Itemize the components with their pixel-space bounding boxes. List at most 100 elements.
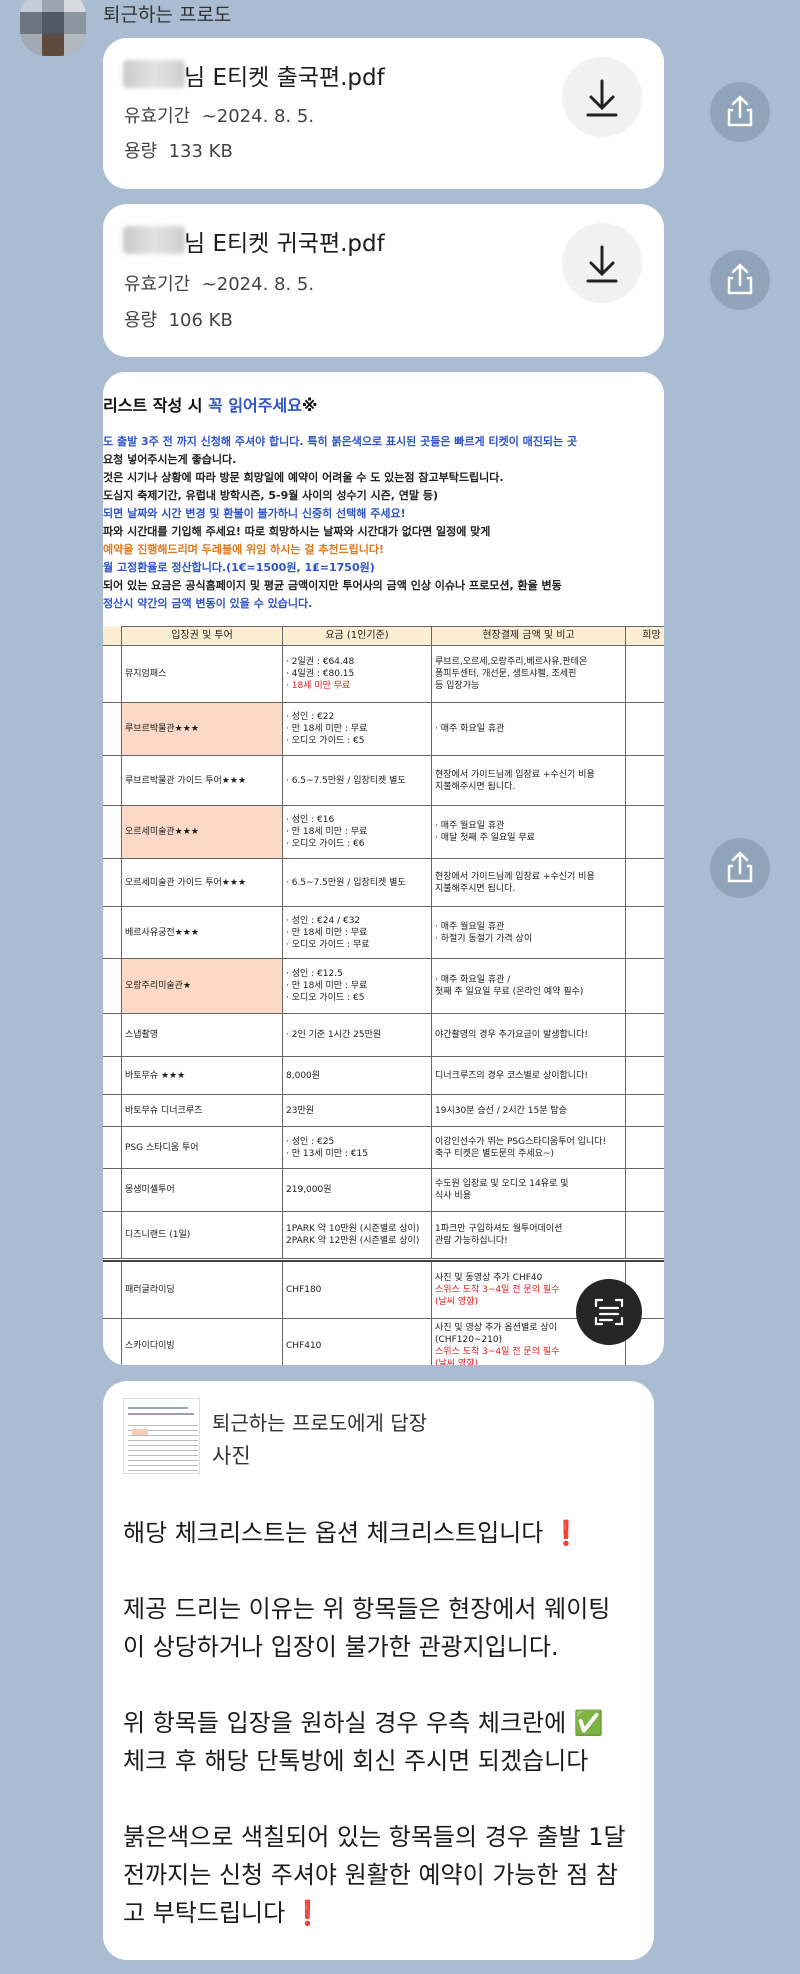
note-line: 루브르,오르세,오랑주리,베르사유,판테온 bbox=[435, 657, 588, 667]
price-warn-line: · 18세 미만 무료 bbox=[286, 681, 351, 691]
row-price: 1PARK 약 10만원 (시즌별로 상이) 2PARK 약 12만원 (시즌별로… bbox=[283, 1212, 432, 1259]
row-check bbox=[626, 859, 664, 907]
table-left-cell bbox=[103, 1095, 122, 1127]
row-notes: 현장에서 가이드님께 입장료 +수신기 비용 지불해주시면 됩니다. bbox=[432, 756, 626, 806]
share-icon bbox=[727, 851, 753, 883]
table-left-cell bbox=[103, 1212, 122, 1259]
price-line: · 오디오 가이드 : €5 bbox=[286, 736, 365, 746]
doc-note: 예약을 진행해드리며 두레블에 위임 하시는 걸 추천드립니다! bbox=[103, 543, 384, 556]
table-left-cell bbox=[103, 1319, 122, 1365]
row-price: · 6.5~7.5만원 / 입장티켓 별도 bbox=[283, 756, 432, 806]
price-line: 23만원 bbox=[286, 1105, 315, 1116]
avatar-pixel bbox=[42, 0, 64, 12]
table-divider bbox=[103, 1260, 664, 1262]
note-line: 사진 및 동영상 추가 CHF40 bbox=[435, 1273, 543, 1283]
row-price: · 성인 : €22 · 만 18세 미만 : 무료 · 오디오 가이드 : €5 bbox=[283, 703, 432, 756]
note-line: 사진 및 영상 추가 옵션별로 상이 bbox=[435, 1322, 557, 1333]
table-left-cell bbox=[103, 1014, 122, 1057]
row-check bbox=[626, 1095, 664, 1127]
thumb-line bbox=[128, 1407, 188, 1409]
price-line: · 성인 : €24 / €32 bbox=[286, 915, 361, 926]
price-line: · 오디오 가이드 : 무료 bbox=[286, 939, 370, 950]
download-button[interactable] bbox=[562, 223, 642, 303]
row-price: · 2일권 : €64.48 · 4일권 : €80.15 · 18세 미만 무료 bbox=[283, 646, 432, 703]
share-button[interactable] bbox=[710, 250, 770, 310]
doc-note: 도심지 축제기간, 유럽내 방학시즌, 5-9월 사이의 성수기 시즌, 연말 … bbox=[103, 489, 439, 502]
file-expiry: 유효기간 ~2024. 8. 5. bbox=[124, 106, 315, 127]
scan-button[interactable] bbox=[576, 1279, 642, 1345]
price-line: · 오디오 가이드 : €6 bbox=[286, 839, 365, 849]
warn-line: (날씨 영향) bbox=[435, 1358, 479, 1366]
table-header: 요금 (1인기준) bbox=[283, 626, 432, 646]
download-button[interactable] bbox=[562, 57, 642, 137]
reply-line: 이 상당하거나 입장이 불가한 관광지입니다. bbox=[123, 1633, 559, 1661]
price-line: 8,000원 bbox=[286, 1070, 321, 1081]
price-line: · 2일권 : €64.48 bbox=[286, 657, 355, 667]
avatar-pixel bbox=[20, 12, 42, 34]
price-line: · 만 13세 미만 : €15 bbox=[286, 1148, 368, 1159]
price-line: · 6.5~7.5만원 / 입장티켓 별도 bbox=[286, 877, 406, 888]
row-notes: · 매주 화요일 휴관 / 첫째 주 일요일 무료 (온라인 예약 필수) bbox=[432, 959, 626, 1014]
price-line: · 만 18세 미만 : 무료 bbox=[286, 981, 368, 991]
row-price: 8,000원 bbox=[283, 1057, 432, 1095]
row-notes: · 매주 월요일 휴관 · 하절기 동절기 가격 상이 bbox=[432, 907, 626, 959]
price-line: · 성인 : €25 bbox=[286, 1136, 335, 1147]
photo-bubble[interactable]: 리스트 작성 시 꼭 읽어주세요※ 도 출발 3주 전 까지 신청해 주셔야 합… bbox=[103, 372, 664, 1365]
share-button[interactable] bbox=[710, 82, 770, 142]
note-line: 퐁피두센터, 개선문, 생트샤펠, 조세핀 bbox=[435, 669, 577, 679]
doc-note: 파와 시간대를 기입해 주세요! 따로 희망하시는 날짜와 시간대가 없다면 일… bbox=[103, 525, 491, 538]
avatar[interactable] bbox=[20, 0, 86, 56]
price-line: · 만 18세 미만 : 무료 bbox=[286, 927, 368, 938]
row-check bbox=[626, 703, 664, 756]
table-header: 입장권 및 투어 bbox=[122, 626, 283, 646]
table-left-cell bbox=[103, 1127, 122, 1169]
row-name: 뮤지엄패스 bbox=[122, 646, 283, 703]
table-left-cell bbox=[103, 703, 122, 756]
reply-line: 체크 후 해당 단톡방에 회신 주시면 되겠습니다 bbox=[123, 1747, 589, 1775]
price-line: · 만 18세 미만 : 무료 bbox=[286, 827, 368, 837]
avatar-pixel bbox=[20, 34, 42, 56]
price-line: · 2인 기준 1시간 25만원 bbox=[286, 1030, 382, 1040]
blurred-name bbox=[123, 226, 185, 254]
row-notes: 야간촬영의 경우 추가요금이 발생합니다! bbox=[432, 1014, 626, 1057]
note-line: 관람 가능하십니다! bbox=[435, 1236, 508, 1246]
note-line: · 하절기 동절기 가격 상이 bbox=[435, 933, 533, 944]
row-price: 23만원 bbox=[283, 1095, 432, 1127]
row-notes: 디너크루즈의 경우 코스별로 상이합니다! bbox=[432, 1057, 626, 1095]
table-left-cell bbox=[103, 1262, 122, 1319]
row-price: · 성인 : €24 / €32 · 만 18세 미만 : 무료 · 오디오 가이드… bbox=[283, 907, 432, 959]
doc-note: 요청 넣어주시는게 좋습니다. bbox=[103, 453, 237, 466]
row-check bbox=[626, 1014, 664, 1057]
note-line: 야간촬영의 경우 추가요금이 발생합니다! bbox=[435, 1030, 588, 1040]
note-line: 첫째 주 일요일 무료 (온라인 예약 필수) bbox=[435, 987, 584, 997]
table-left-cell bbox=[103, 806, 122, 859]
note-line: 현장에서 가이드님께 입장료 +수신기 비용 bbox=[435, 871, 595, 882]
price-line: · 6.5~7.5만원 / 입장티켓 별도 bbox=[286, 775, 406, 786]
note-line: 현장에서 가이드님께 입장료 +수신기 비용 bbox=[435, 769, 595, 780]
doc-note: 것은 시기나 상황에 따라 방문 희망일에 예약이 어려울 수 도 있는점 참고… bbox=[103, 471, 504, 484]
reply-bubble[interactable]: 퇴근하는 프로도에게 답장 사진 해당 체크리스트는 옵션 체크리스트입니다 ❗… bbox=[103, 1381, 654, 1960]
reply-line: 전까지는 신청 주셔야 원활한 예약이 가능한 점 참 bbox=[123, 1861, 619, 1889]
price-line: · 오디오 가이드 : €5 bbox=[286, 993, 365, 1003]
sender-name: 퇴근하는 프로도 bbox=[103, 4, 232, 26]
row-name: 바토무슈 디너크루즈 bbox=[122, 1095, 283, 1127]
doc-note: 정산시 약간의 금액 변동이 있을 수 있습니다. bbox=[103, 597, 313, 610]
reply-line: 제공 드리는 이유는 위 항목들은 현장에서 웨이팅 bbox=[123, 1595, 611, 1623]
row-price: · 2인 기준 1시간 25만원 bbox=[283, 1014, 432, 1057]
row-name: 바토무슈 ★★★ bbox=[122, 1057, 283, 1095]
row-price: · 6.5~7.5만원 / 입장티켓 별도 bbox=[283, 859, 432, 907]
file-bubble[interactable]: 님 E티켓 귀국편.pdf 유효기간 ~2024. 8. 5. 용량 106 K… bbox=[103, 204, 664, 357]
note-line: 디너크루즈의 경우 코스별로 상이합니다! bbox=[435, 1070, 588, 1081]
row-check bbox=[626, 756, 664, 806]
price-line: · 4일권 : €80.15 bbox=[286, 669, 355, 679]
row-check bbox=[626, 1057, 664, 1095]
note-line: · 매주 화요일 휴관 / bbox=[435, 975, 511, 985]
file-bubble[interactable]: 님 E티켓 출국편.pdf 유효기간 ~2024. 8. 5. 용량 133 K… bbox=[103, 38, 664, 189]
share-button[interactable] bbox=[710, 838, 770, 898]
row-check bbox=[626, 1262, 664, 1319]
quote-to: 퇴근하는 프로도에게 답장 bbox=[212, 1411, 428, 1435]
row-notes: · 매주 화요일 휴관 bbox=[432, 703, 626, 756]
doc-title: 리스트 작성 시 꼭 읽어주세요※ bbox=[103, 392, 317, 416]
price-line: · 성인 : €12.5 bbox=[286, 969, 343, 979]
